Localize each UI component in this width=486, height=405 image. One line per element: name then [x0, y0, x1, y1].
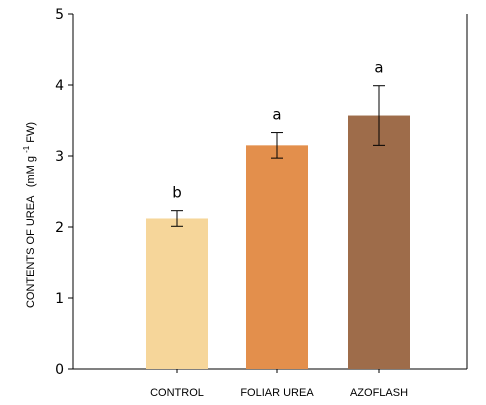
- y-axis-title: CONTENTS OF UREA (mM g -1 FW): [20, 122, 37, 308]
- plot-area: 0 1 2 3 4 5 b CONTROL a FOLIAR UREA a AZOFLASH: [55, 7, 468, 399]
- significance-label: a: [272, 106, 281, 124]
- y-tick-label: 3: [55, 149, 64, 165]
- bar: [246, 145, 308, 369]
- y-tick-label: 0: [55, 362, 64, 378]
- y-tick-label: 2: [55, 220, 64, 236]
- y-axis-title-unit: (mM g: [25, 156, 37, 187]
- bar: [348, 115, 410, 369]
- y-tick-label: 4: [55, 78, 64, 94]
- y-axis-title-unit-close: FW): [25, 122, 37, 143]
- significance-label: b: [172, 184, 182, 202]
- x-tick-label: AZOFLASH: [350, 387, 408, 399]
- y-axis-title-main: CONTENTS OF UREA: [25, 195, 37, 308]
- y-tick-label: 5: [55, 7, 64, 23]
- x-tick-label: FOLIAR UREA: [240, 387, 314, 399]
- y-axis-title-sup: -1: [22, 145, 31, 153]
- significance-label: a: [374, 59, 383, 77]
- y-tick-label: 1: [55, 291, 64, 307]
- x-tick-label: CONTROL: [150, 387, 204, 399]
- bar: [146, 218, 208, 369]
